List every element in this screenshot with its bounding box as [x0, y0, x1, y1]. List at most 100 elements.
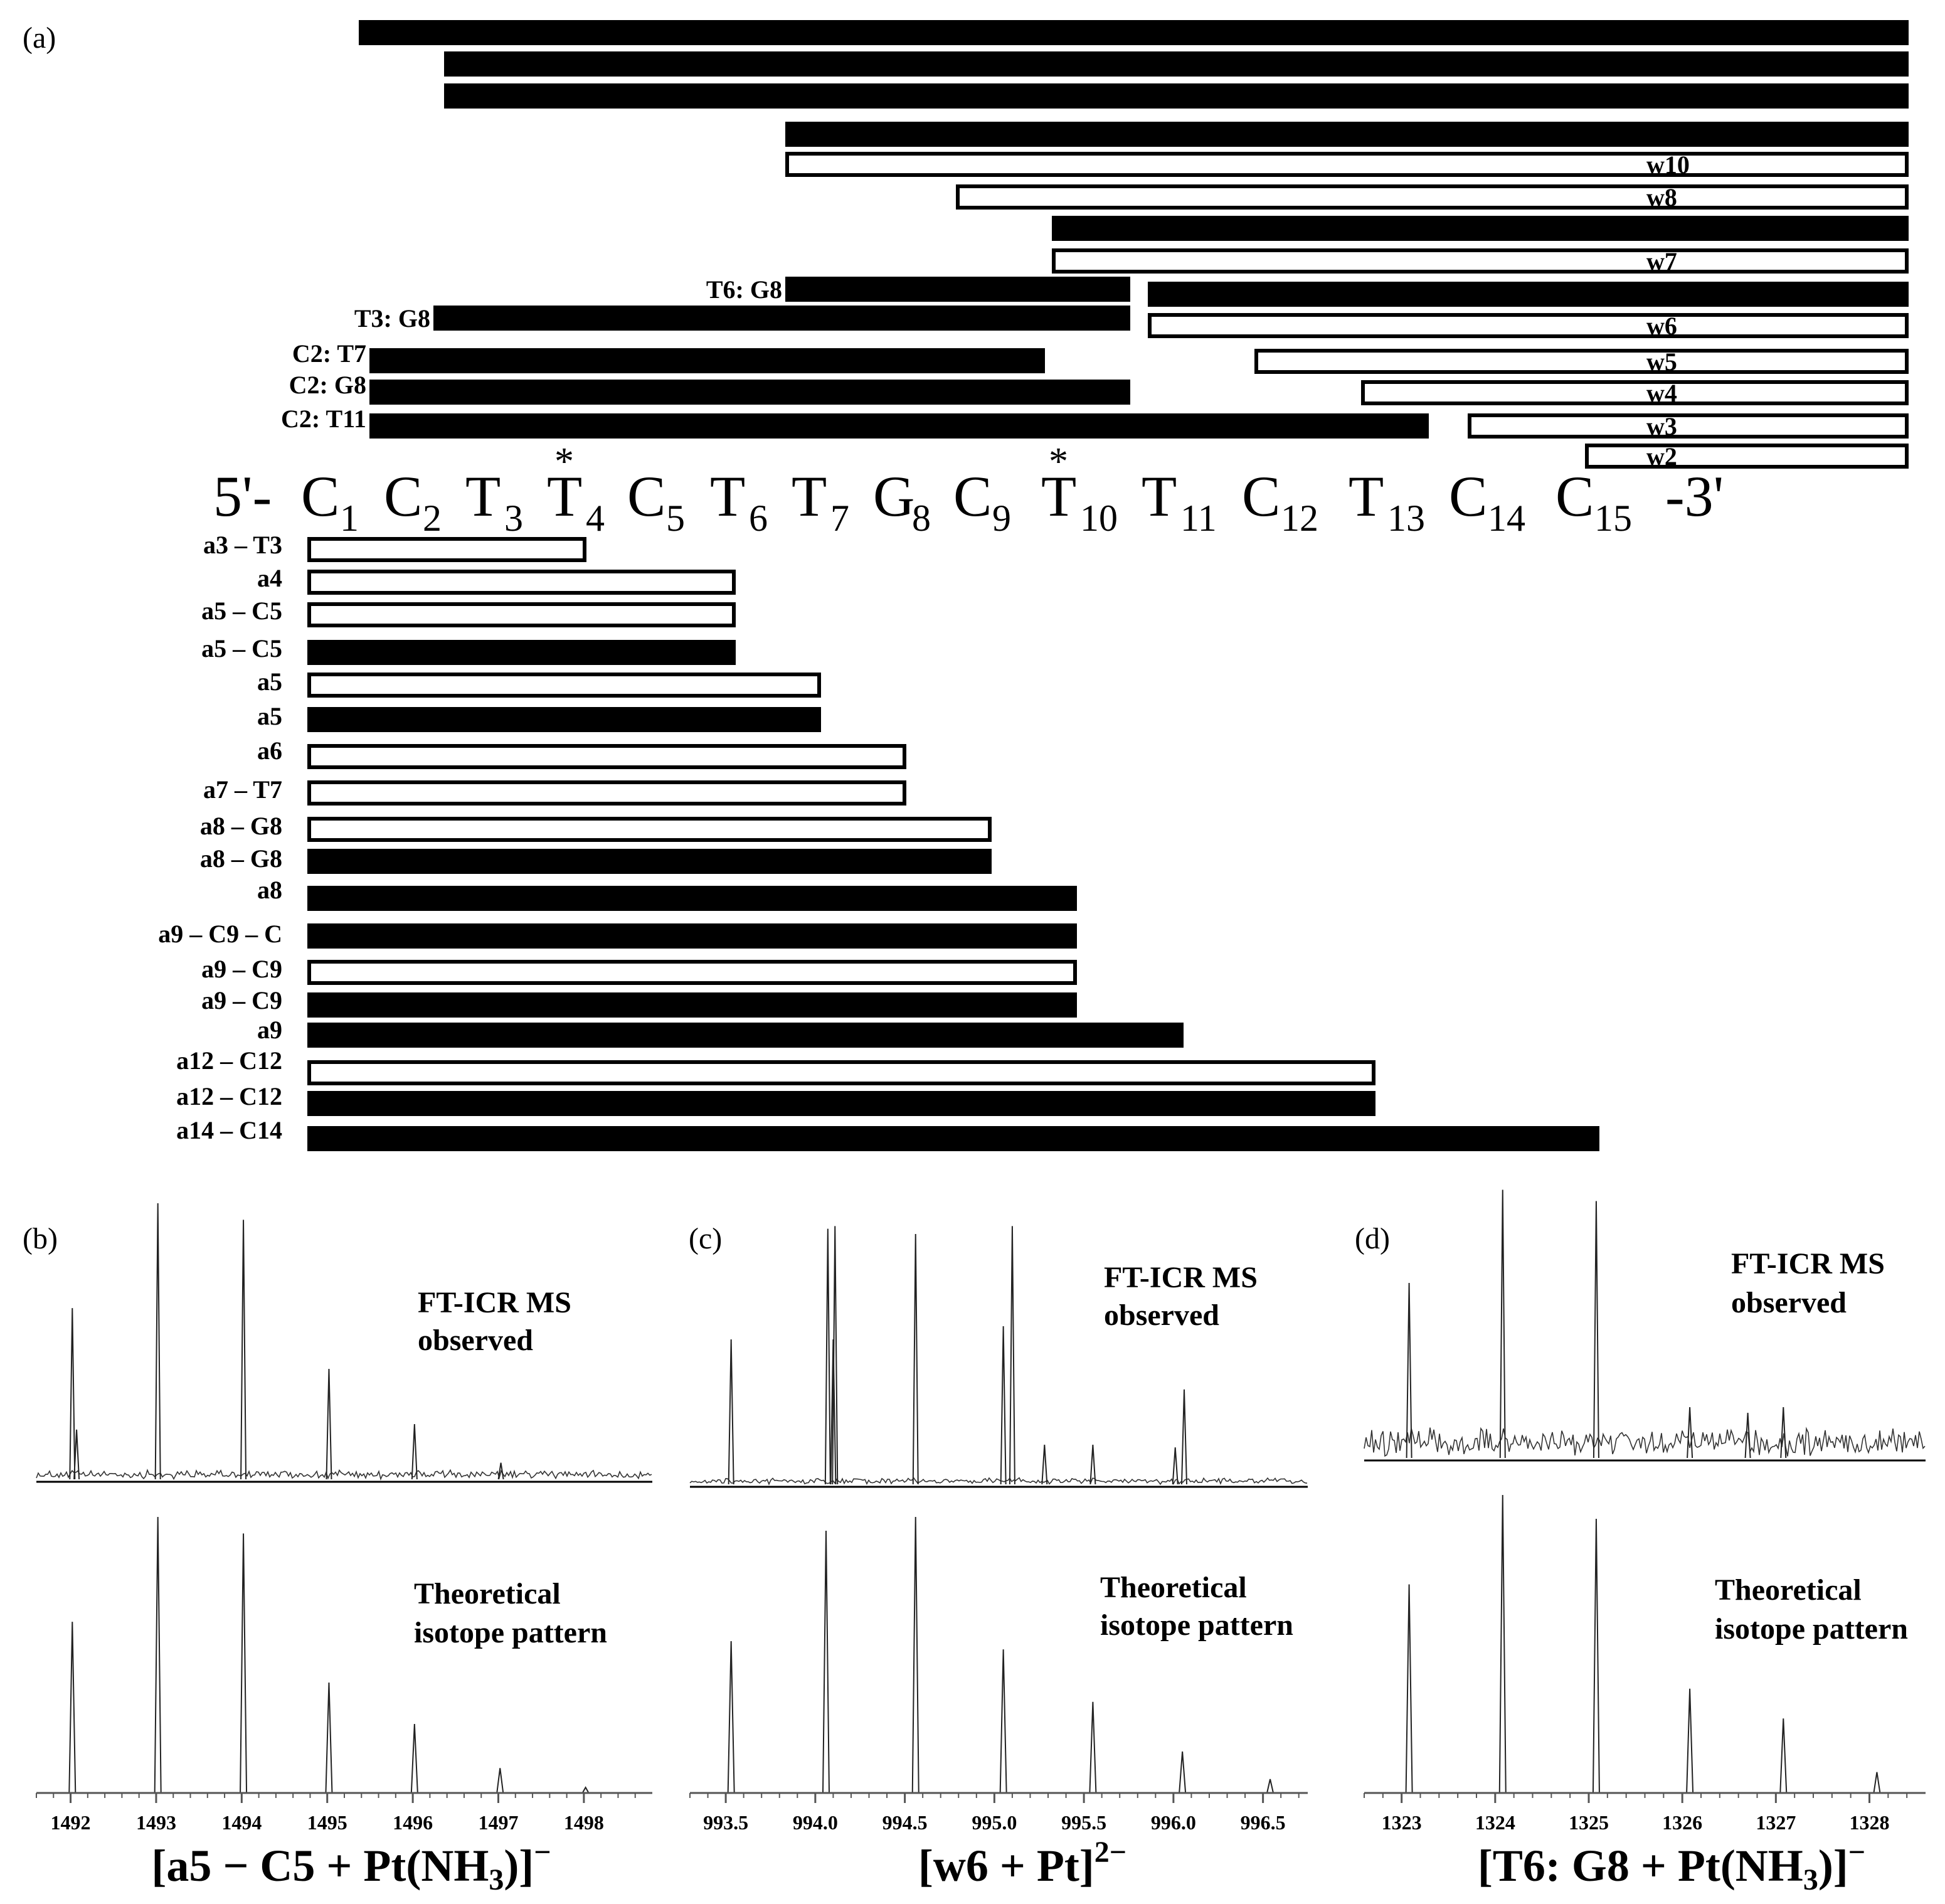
w-fragment-bar	[1468, 413, 1909, 439]
a-fragment-label: a8 – G8	[200, 844, 282, 873]
theoretical-peak	[822, 1530, 830, 1794]
w-fragment-bar	[1052, 216, 1909, 241]
a-fragment-label: a6	[257, 737, 282, 765]
spectrum-title-close: )]	[504, 1841, 534, 1891]
w-fragment-bar	[956, 184, 1909, 210]
observed-label-line1: FT-ICR MS	[1731, 1247, 1885, 1280]
nucleotide-index: 9	[992, 497, 1011, 539]
observed-label-line1: FT-ICR MS	[418, 1286, 571, 1319]
x-tick-label: 1324	[1475, 1811, 1515, 1834]
a-fragment-bar	[307, 707, 821, 732]
a-fragment-bar	[307, 886, 1077, 911]
internal-fragment-bar	[369, 380, 1130, 405]
nucleotide-C2: C	[384, 464, 422, 528]
w-fragment-label: w14 – C	[1646, 50, 1733, 78]
a-fragment-bar	[307, 673, 821, 698]
observed-peak	[326, 1368, 332, 1480]
observed-peak	[497, 1462, 504, 1480]
w-fragment-bar	[785, 122, 1909, 147]
spectrum-title-main: [w6 + Pt]	[918, 1841, 1094, 1891]
a-fragment-label: a14 – C14	[176, 1116, 282, 1144]
nucleotide-C5: C	[627, 464, 665, 528]
a-fragment-bar	[307, 817, 992, 842]
a-fragment-label: a4	[257, 564, 282, 592]
observed-peak	[728, 1339, 734, 1485]
a-fragment-bar	[307, 640, 736, 665]
theoretical-peak	[1266, 1779, 1275, 1794]
a-fragment-label: a7 – T7	[203, 775, 282, 804]
panel-a-label: (a)	[23, 21, 56, 55]
x-tick-label: 1326	[1662, 1811, 1702, 1834]
spectrum-title: [T6: G8 + Pt(NH3)]−	[1478, 1836, 1865, 1896]
a-fragment-label: a5	[257, 702, 282, 730]
w-fragment-label: w4	[1646, 379, 1677, 407]
nucleotide-index: 12	[1281, 497, 1318, 539]
x-tick-label: 1327	[1756, 1811, 1796, 1834]
a-fragment-bar	[307, 570, 736, 595]
w-fragment-bar	[444, 51, 1909, 77]
a-fragment-bar	[307, 992, 1077, 1018]
nucleotide-index: 6	[749, 497, 768, 539]
nucleotide-index: 3	[504, 497, 523, 539]
observed-noise-trace	[1364, 1427, 1926, 1457]
a-fragment-label: a9 – C9 – C	[158, 920, 282, 948]
nucleotide-C15: C	[1555, 464, 1594, 528]
a-fragment-bar	[307, 1126, 1599, 1151]
theoretical-label-line2: isotope pattern	[1715, 1612, 1908, 1646]
w-fragment-label: w10	[1646, 151, 1690, 179]
x-tick-label: 996.0	[1151, 1811, 1196, 1834]
nucleotide-index: 14	[1488, 497, 1525, 539]
w-fragment-bar	[1254, 349, 1909, 374]
nucleotide-T10: T	[1041, 464, 1076, 528]
spectrum-panel: 1492 1493 1494 1495 1496 1497 1498 FT-ICR MS obs…	[36, 1203, 652, 1896]
nucleotide-G8: G	[873, 464, 914, 528]
a-fragment-bar	[307, 537, 586, 562]
nucleotide-index: 10	[1080, 497, 1118, 539]
w-fragment-label: w6	[1646, 312, 1677, 340]
x-tick-label: 1494	[221, 1811, 262, 1834]
sequence-nucleotides: C 1 C 2 T 3 T 4*C 5 T 6 T 7 G8 C 9 T 10*T 11 C 12 T 13 C 14 C 15	[301, 440, 1632, 539]
a-fragment-label: a12 – C12	[176, 1046, 282, 1075]
w-fragment-bar	[1052, 248, 1909, 274]
theoretical-label-line1: Theoretical	[414, 1577, 561, 1610]
a-fragment-bar	[307, 960, 1077, 985]
observed-peak	[1172, 1447, 1179, 1485]
w-fragment-label: w3	[1646, 412, 1677, 440]
a-fragment-label: a8	[257, 876, 282, 904]
w-fragment-label: w8	[1646, 183, 1677, 211]
x-tick-label: 996.5	[1241, 1811, 1286, 1834]
internal-fragment-label: C2: T7	[292, 339, 366, 368]
observed-peak	[1780, 1407, 1787, 1459]
observed-peak	[1687, 1407, 1693, 1459]
observed-peak	[240, 1220, 247, 1480]
w-fragment-label: w14	[1646, 19, 1690, 47]
spectrum-title-close: )]	[1818, 1841, 1848, 1891]
theoretical-peak	[1179, 1751, 1187, 1794]
x-tick-label: 1325	[1569, 1811, 1609, 1834]
observed-peak	[830, 1339, 837, 1485]
x-tick-label: 1323	[1382, 1811, 1422, 1834]
nucleotide-C1: C	[301, 464, 339, 528]
x-tick-label: 1495	[307, 1811, 347, 1834]
internal-fragment-bar	[785, 277, 1130, 302]
x-tick-label: 994.0	[793, 1811, 838, 1834]
theoretical-label-line1: Theoretical	[1715, 1573, 1862, 1607]
theoretical-label-line2: isotope pattern	[1100, 1609, 1293, 1642]
nucleotide-index: 11	[1180, 497, 1217, 539]
w-fragment-label: w7	[1646, 247, 1677, 275]
observed-peak	[832, 1226, 839, 1485]
w-fragment-label: w7	[1646, 215, 1677, 243]
w-fragment-label: w2	[1646, 442, 1677, 471]
modification-star: *	[554, 440, 574, 483]
a-fragment-bar	[307, 1091, 1375, 1116]
spectrum-panel: 1323 1324 1325 1326 1327 1328 FT-ICR MS observe…	[1364, 1189, 1926, 1896]
w-fragment-bar	[1148, 282, 1909, 307]
spectrum-panel: 993.5 994.0 994.5 995.0 995.5 996.0 996.5 FT-IC…	[689, 1226, 1308, 1891]
observed-label-line2: observed	[418, 1324, 533, 1357]
nucleotide-index: 4	[586, 497, 605, 539]
theoretical-peak	[240, 1533, 248, 1794]
w-fragment-bar	[1361, 380, 1909, 405]
nucleotide-index: 8	[912, 497, 931, 539]
nucleotide-T7: T	[792, 464, 827, 528]
internal-fragment-bar	[369, 413, 1429, 439]
